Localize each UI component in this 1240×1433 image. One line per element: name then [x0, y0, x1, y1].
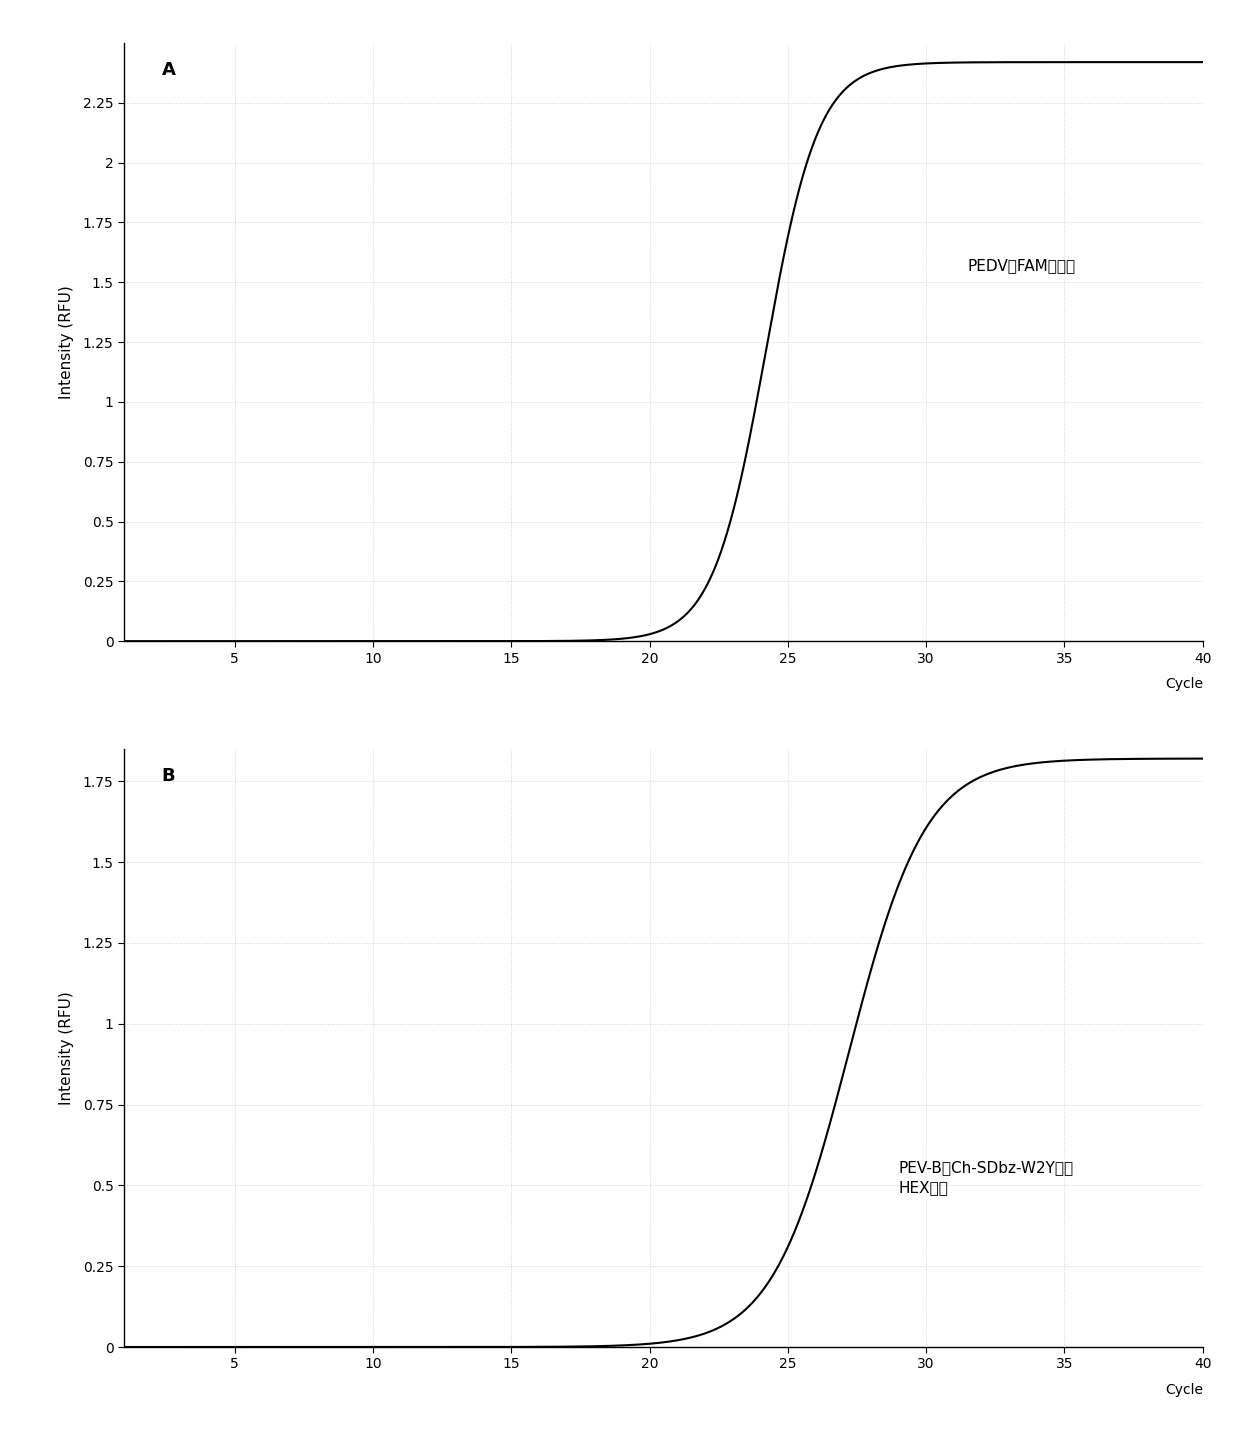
- Text: Cycle: Cycle: [1164, 676, 1203, 691]
- Text: Cycle: Cycle: [1164, 1383, 1203, 1397]
- Text: A: A: [161, 62, 176, 79]
- Y-axis label: Intensity (RFU): Intensity (RFU): [60, 992, 74, 1105]
- Text: PEV-B（Ch-SDbz-W2Y株）
HEX通道: PEV-B（Ch-SDbz-W2Y株） HEX通道: [899, 1161, 1074, 1195]
- Y-axis label: Intensity (RFU): Intensity (RFU): [60, 285, 74, 398]
- Text: PEDV（FAM通道）: PEDV（FAM通道）: [967, 258, 1076, 274]
- Text: B: B: [161, 767, 175, 785]
